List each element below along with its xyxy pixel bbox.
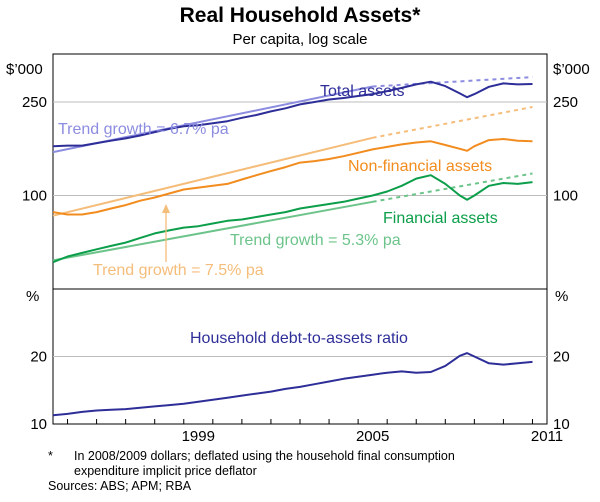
- trend-label-arrowhead: [162, 204, 170, 213]
- x-tick-label-2011: 2011: [531, 428, 563, 445]
- series-layer: [52, 76, 533, 417]
- y-tick-top-right-250: 250: [553, 94, 578, 111]
- y-tick-bottom-right-10: 10: [553, 416, 570, 433]
- x-axis: 1999 2005 2011: [67, 419, 563, 445]
- series-non-financial-assets-trend-projection: [372, 106, 533, 139]
- y-tick-top-right-100: 100: [553, 187, 578, 204]
- series-financial-assets-trend: [52, 200, 373, 262]
- series-financial-assets: [52, 174, 533, 264]
- label-financial-trend: Trend growth = 5.3% pa: [230, 232, 401, 249]
- y-tick-bottom-left-20: 20: [30, 349, 47, 366]
- series-total-assets: [52, 80, 533, 148]
- series-non-financial-assets: [52, 138, 533, 216]
- chart-title: Real Household Assets*: [180, 4, 422, 27]
- top-unit-label-left: $’000: [6, 61, 43, 78]
- footnote-block: * In 2008/2009 dollars; deflated using th…: [48, 449, 455, 494]
- x-tick-label-1999: 1999: [182, 428, 215, 445]
- sources: Sources: ABS; APM; RBA: [48, 479, 192, 493]
- y-tick-top-left-100: 100: [22, 187, 47, 204]
- y-tick-bottom-left-10: 10: [30, 416, 47, 433]
- series-non-financial-assets-trend: [52, 136, 373, 217]
- label-non-financial-trend: Trend growth = 7.5% pa: [93, 262, 264, 279]
- series-financial-assets-trend-projection: [372, 172, 533, 203]
- x-tick-label-2005: 2005: [356, 428, 389, 445]
- label-non-financial-assets: Non-financial assets: [348, 158, 492, 175]
- series-household-debt-to-assets-ratio: [52, 352, 533, 417]
- chart-subtitle: Per capita, log scale: [232, 31, 367, 48]
- series-total-assets-trend-projection: [372, 76, 533, 88]
- footnote-marker: *: [48, 449, 53, 463]
- y-tick-top-left-250: 250: [22, 94, 47, 111]
- y-tick-bottom-right-20: 20: [553, 349, 570, 366]
- top-panel-grid: 100 100 250 250: [22, 94, 578, 205]
- top-unit-label-right: $’000: [553, 61, 590, 78]
- label-debt-to-assets: Household debt-to-assets ratio: [190, 330, 408, 347]
- footnote-line-2: expenditure implicit price deflator: [74, 464, 257, 478]
- label-total-assets: Total assets: [320, 83, 404, 100]
- bottom-panel-grid: 10 10 20 20: [30, 349, 569, 434]
- label-total-trend: Trend growth = 6.7% pa: [58, 121, 229, 138]
- footnote: * In 2008/2009 dollars; deflated using th…: [48, 449, 455, 464]
- bottom-unit-label-right: %: [555, 288, 568, 305]
- footnote-line-1: In 2008/2009 dollars; deflated using the…: [74, 449, 455, 463]
- label-financial-assets: Financial assets: [383, 210, 498, 227]
- bottom-unit-label-left: %: [26, 288, 39, 305]
